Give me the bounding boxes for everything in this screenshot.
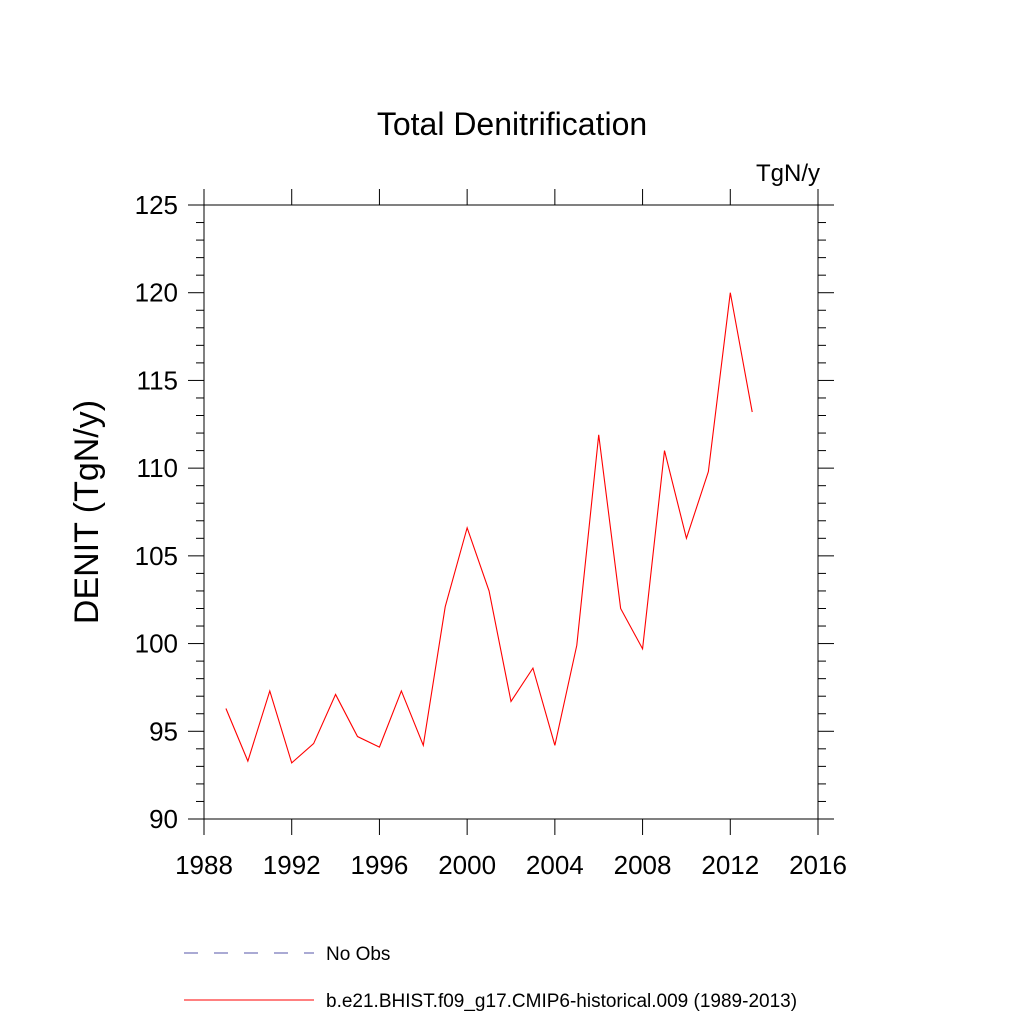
- legend-entry: b.e21.BHIST.f09_g17.CMIP6-historical.009…: [184, 991, 797, 1012]
- legend-label: b.e21.BHIST.f09_g17.CMIP6-historical.009…: [326, 991, 797, 1012]
- legend: No Obs b.e21.BHIST.f09_g17.CMIP6-historic…: [184, 944, 797, 1012]
- x-tick-label: 2016: [789, 850, 847, 880]
- x-tick-label: 2012: [701, 850, 759, 880]
- x-tick-label: 2004: [526, 850, 584, 880]
- y-tick-label: 120: [135, 278, 178, 308]
- x-axis-ticks: 1988 1992 1996 2000 2004 2008 2012 2016: [175, 189, 847, 880]
- y-tick-label: 100: [135, 629, 178, 659]
- y-tick-label: 125: [135, 190, 178, 220]
- y-axis-ticks: 90 95 100 105 110 115 120 125: [135, 190, 834, 834]
- y-tick-label: 95: [149, 716, 178, 746]
- y-tick-label: 90: [149, 804, 178, 834]
- chart-title: Total Denitrification: [377, 106, 647, 142]
- legend-entry: No Obs: [184, 944, 390, 965]
- y-axis-label: DENIT (TgN/y): [68, 400, 106, 624]
- series-line: [225, 292, 753, 764]
- plot-frame: [203, 204, 819, 820]
- x-tick-label: 1988: [175, 850, 233, 880]
- y-tick-label: 105: [135, 541, 178, 571]
- y-tick-label: 115: [137, 365, 178, 395]
- x-tick-label: 2000: [438, 850, 496, 880]
- units-label: TgN/y: [756, 160, 820, 187]
- series-layer: [225, 292, 753, 764]
- x-tick-label: 1996: [351, 850, 409, 880]
- legend-label: No Obs: [326, 944, 390, 965]
- y-tick-label: 110: [137, 453, 178, 483]
- x-tick-label: 1992: [263, 850, 321, 880]
- x-tick-label: 2008: [614, 850, 672, 880]
